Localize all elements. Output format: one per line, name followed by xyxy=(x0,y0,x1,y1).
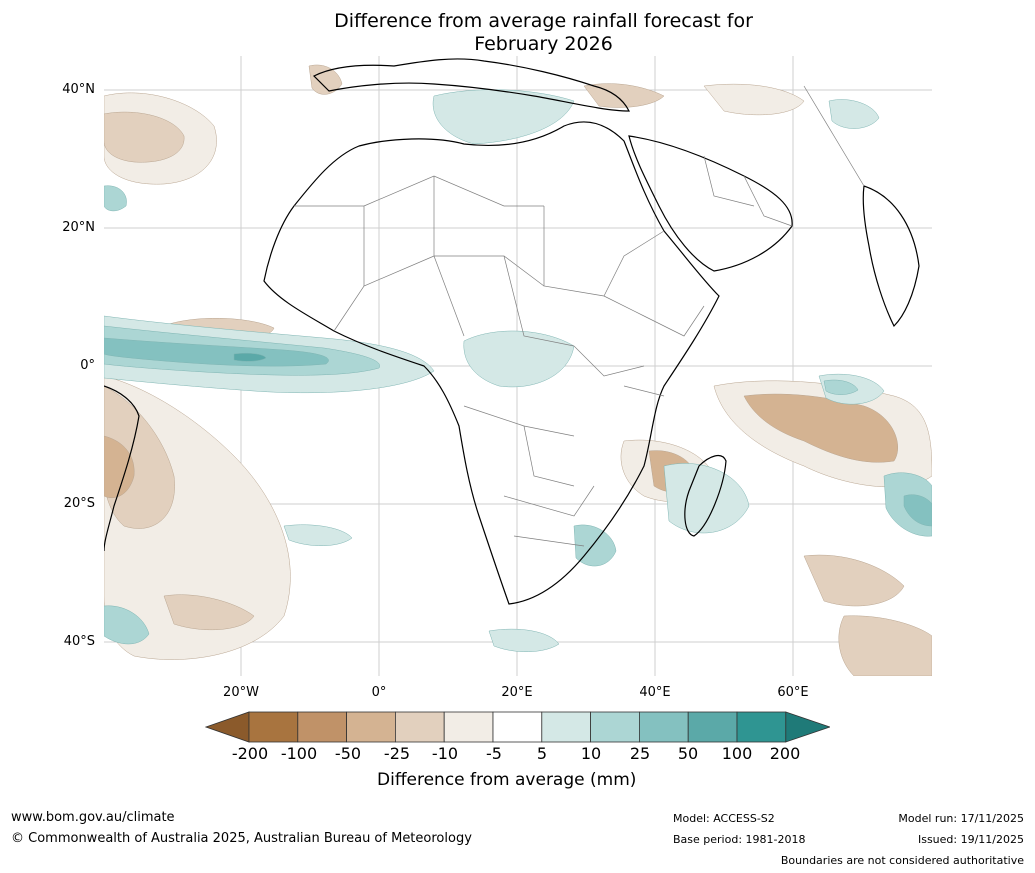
wet-patch-congo-outer xyxy=(463,330,575,388)
colorbar-tick: 25 xyxy=(629,744,651,763)
lon-label-20w: 20°W xyxy=(223,685,259,700)
dry-patch-southern-ocean xyxy=(838,615,932,676)
colorbar-tick: -10 xyxy=(431,744,459,763)
colorbar-segment xyxy=(248,711,299,743)
coast-europe xyxy=(312,58,630,112)
colorbar-segment xyxy=(443,711,494,743)
colorbar-segment xyxy=(297,711,348,743)
wet-patch-somalia xyxy=(823,379,859,395)
footer-issued: Issued: 19/11/2025 xyxy=(917,833,1024,846)
footer-disclaimer: Boundaries are not considered authoritat… xyxy=(780,854,1024,867)
colorbar-tick: 10 xyxy=(580,744,602,763)
colorbar-segment xyxy=(590,711,640,743)
lat-label-40s: 40°S xyxy=(63,634,95,649)
colorbar-segment xyxy=(638,711,689,743)
wet-patch-southern-ocean-west xyxy=(104,605,150,645)
dry-patch-south-atlantic xyxy=(163,594,255,631)
dry-patch-west-atlantic-core xyxy=(104,111,185,163)
lat-label-equator: 0° xyxy=(80,358,95,373)
dry-patch-sw-atlantic-deep xyxy=(104,435,135,499)
wet-patch-south-ocean-mid xyxy=(488,628,560,653)
colorbar-tick: -50 xyxy=(334,744,362,763)
lon-label-0: 0° xyxy=(371,685,387,700)
colorbar-title: Difference from average (mm) xyxy=(377,770,637,790)
coast-africa xyxy=(263,121,720,605)
wet-patch-near-east xyxy=(828,99,880,129)
wet-patch-indian-ocean-east-core xyxy=(903,494,932,527)
colorbar-segment xyxy=(736,711,787,743)
footer-website: www.bom.gov.au/climate xyxy=(11,810,175,825)
colorbar-tick: 50 xyxy=(677,744,699,763)
colorbar-tick: 200 xyxy=(769,744,801,763)
map-title: Difference from average rainfall forecas… xyxy=(0,10,1035,56)
lat-label-20s: 20°S xyxy=(63,496,95,511)
coastlines xyxy=(104,58,920,605)
map-svg xyxy=(104,56,932,676)
colorbar-tick: 100 xyxy=(721,744,753,763)
lon-label-60e: 60°E xyxy=(777,685,809,700)
coast-south-america xyxy=(104,385,140,552)
colorbar-tick: 5 xyxy=(536,744,548,763)
colorbar-tick: -25 xyxy=(383,744,411,763)
wet-patch-mediterranean-outer xyxy=(432,89,575,145)
colorbar-segment xyxy=(492,711,543,743)
lon-label-20e: 20°E xyxy=(501,685,533,700)
footer-model-run: Model run: 17/11/2025 xyxy=(898,812,1024,825)
lon-label-40e: 40°E xyxy=(639,685,671,700)
coast-madagascar xyxy=(684,454,727,537)
wet-patch-south-atlantic-mid xyxy=(283,524,353,547)
map-title-line2: February 2026 xyxy=(474,33,613,55)
wet-patch-west-atlantic-north xyxy=(104,185,127,212)
dry-patch-east-arabian xyxy=(703,83,805,116)
lat-label-20n: 20°N xyxy=(62,220,95,235)
colorbar-extend-low xyxy=(205,711,250,743)
colorbar-segment xyxy=(687,711,738,743)
dry-patch-iberia xyxy=(308,64,343,95)
wet-anomaly-patches xyxy=(104,89,932,653)
wet-band-equatorial-atlantic-peak xyxy=(233,352,267,362)
coast-arabia xyxy=(628,135,793,272)
wet-band-equatorial-atlantic-core xyxy=(104,337,329,367)
colorbar-tick: -200 xyxy=(231,744,269,763)
map-title-line1: Difference from average rainfall forecas… xyxy=(334,10,753,32)
footer-copyright: © Commonwealth of Australia 2025, Austra… xyxy=(11,831,472,846)
footer-model: Model: ACCESS-S2 xyxy=(673,812,775,825)
footer-base-period: Base period: 1981-2018 xyxy=(673,833,806,846)
colorbar xyxy=(205,711,830,743)
country-borders xyxy=(294,85,865,547)
colorbar-tick: -5 xyxy=(486,744,502,763)
colorbar-extend-high xyxy=(785,711,830,743)
colorbar-segment xyxy=(394,711,445,743)
colorbar-tick: -100 xyxy=(280,744,318,763)
coast-india xyxy=(862,185,920,328)
dry-patch-south-indian xyxy=(803,554,905,607)
colorbar-segment xyxy=(541,711,591,743)
dry-patch-indian-ocean-core xyxy=(743,393,898,463)
colorbar-segment xyxy=(346,711,396,743)
rainfall-anomaly-map xyxy=(104,56,932,676)
lat-label-40n: 40°N xyxy=(62,82,95,97)
